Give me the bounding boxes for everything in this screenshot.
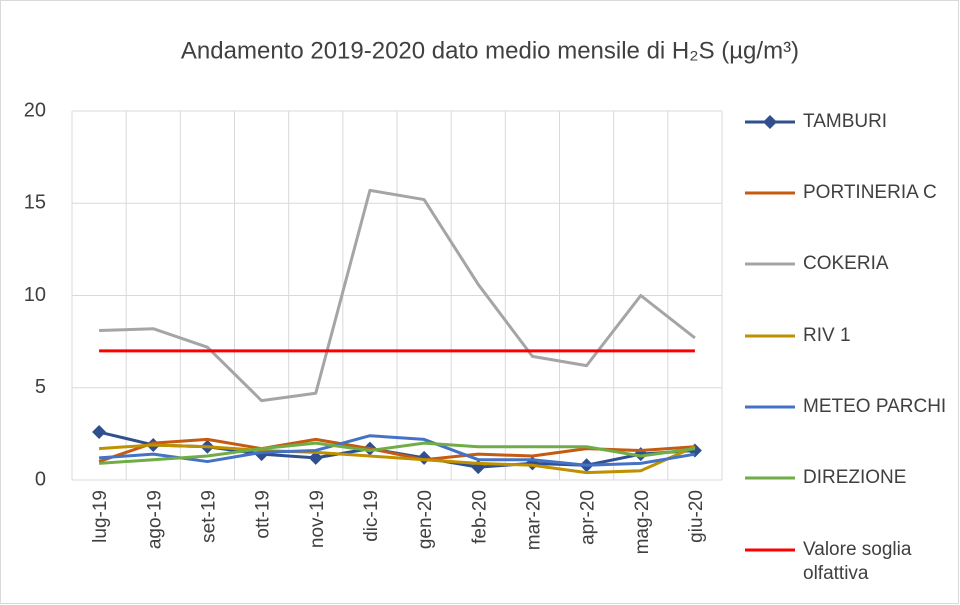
x-tick-label: set-19 xyxy=(198,490,219,543)
y-tick-label: 5 xyxy=(35,376,46,398)
x-tick-label: feb-20 xyxy=(469,490,490,544)
legend-label: PORTINERIA C xyxy=(803,182,937,203)
series-line xyxy=(98,443,696,475)
series-line xyxy=(99,188,696,403)
y-tick-label: 15 xyxy=(24,192,46,214)
y-tick-label: 0 xyxy=(35,468,46,490)
point-marker xyxy=(92,425,107,440)
legend-label: COKERIA xyxy=(803,253,889,274)
x-tick-label: lug-19 xyxy=(90,490,111,543)
series-line xyxy=(98,441,696,465)
legend-label: DIREZIONE xyxy=(803,467,907,488)
legend-label: RIV 1 xyxy=(803,325,851,346)
x-tick-label: apr-20 xyxy=(578,490,599,545)
series-line xyxy=(98,434,696,467)
legend-label: TAMBURI xyxy=(803,111,888,132)
x-tick-label: mag-20 xyxy=(632,490,653,554)
legend-marker xyxy=(763,115,777,129)
legend-label: Valore soglia olfattiva xyxy=(803,539,912,584)
x-tick-label: giu-20 xyxy=(686,490,707,543)
x-tick-label: gen-20 xyxy=(415,490,436,549)
legend-label: METEO PARCHI xyxy=(803,396,947,417)
x-tick-label: mar-20 xyxy=(523,490,544,550)
x-tick-label: nov-19 xyxy=(307,490,328,548)
point-marker xyxy=(308,450,323,465)
y-tick-label: 10 xyxy=(24,284,46,306)
x-tick-label: ago-19 xyxy=(144,490,165,549)
y-tick-label: 20 xyxy=(24,99,46,121)
chart-title: Andamento 2019-2020 dato medio mensile d… xyxy=(181,37,799,64)
x-tick-label: ott-19 xyxy=(253,490,274,539)
x-tick-label: dic-19 xyxy=(361,490,382,542)
